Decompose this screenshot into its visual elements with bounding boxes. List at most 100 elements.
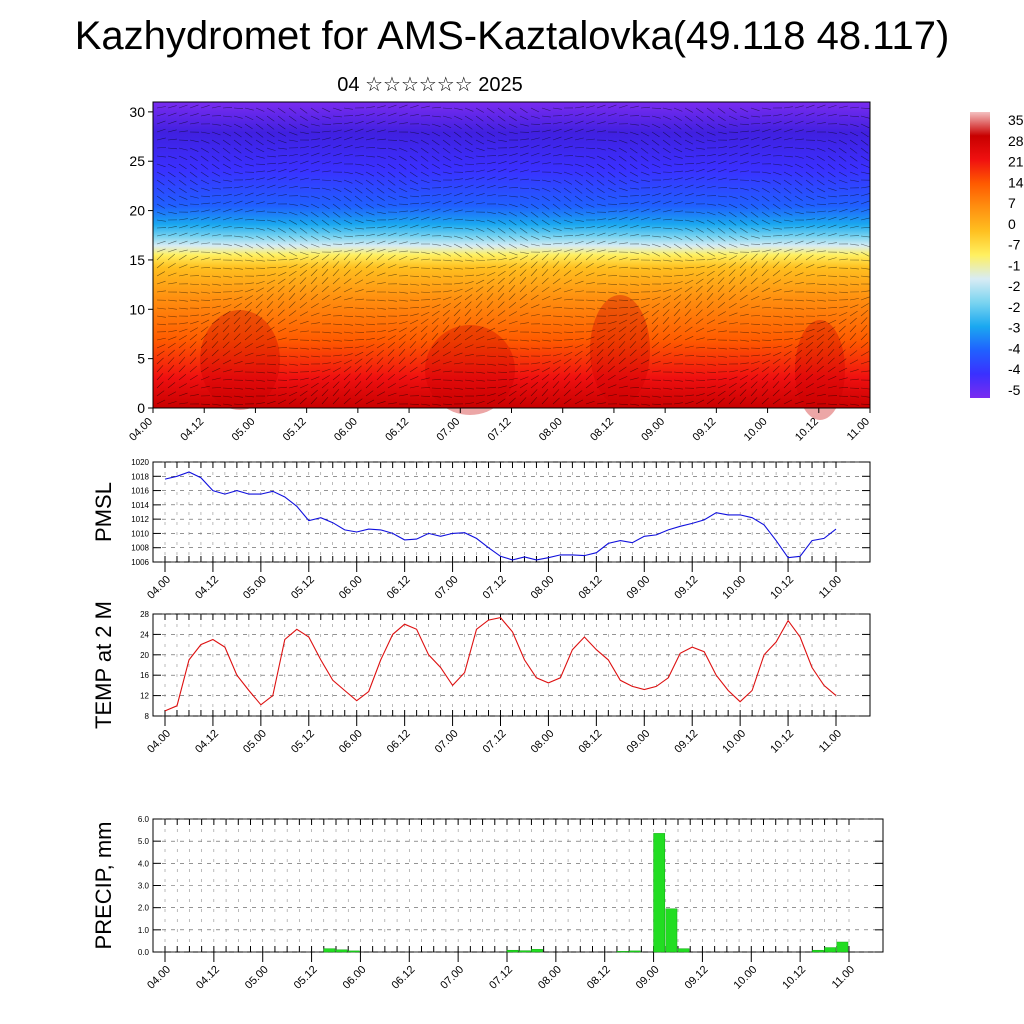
wind-barb (354, 128, 364, 133)
wind-barb (266, 227, 276, 232)
wind-barb (695, 399, 705, 405)
wind-barb (189, 341, 197, 349)
wind-barb (310, 243, 320, 248)
wind-barb (233, 251, 243, 257)
wind-barb (211, 163, 220, 170)
chart-title: Kazhydromet for AMS-Kaztalovka(49.118 48… (74, 14, 950, 58)
wind-barb (486, 251, 495, 258)
wind-barb (794, 299, 804, 302)
wind-barb (288, 139, 298, 142)
wind-barb (398, 283, 408, 286)
wind-barb (530, 123, 540, 126)
wind-barb (585, 373, 593, 381)
wind-barb (541, 367, 551, 373)
wind-barb (728, 389, 736, 397)
wind-barb (376, 357, 384, 365)
wind-barb (563, 163, 573, 166)
wind-barb (233, 163, 243, 168)
wind-barb (200, 114, 210, 117)
wind-barb (475, 273, 485, 277)
heatmap-warm-cell (795, 320, 845, 420)
wind-barb (530, 254, 539, 261)
wind-barb (321, 137, 331, 141)
wind-barb (387, 373, 396, 381)
wind-barb (178, 121, 188, 125)
wind-barb (541, 295, 551, 301)
wind-barb (156, 365, 164, 373)
wind-barb (409, 313, 419, 317)
wind-barb (640, 310, 649, 317)
wind-barb (255, 354, 265, 357)
wind-barb (156, 187, 165, 194)
wind-barb (244, 379, 254, 382)
wind-barb (618, 319, 628, 325)
wind-barb (519, 397, 527, 405)
wind-barb (530, 368, 540, 373)
wind-barb (552, 219, 562, 225)
wind-barb (728, 107, 737, 114)
wind-barb (805, 218, 815, 221)
wind-barb (321, 294, 330, 301)
wind-barb (244, 178, 254, 181)
wind-barb (431, 216, 441, 221)
wind-barb (827, 313, 837, 317)
wind-barb (233, 259, 243, 262)
wind-barb (794, 382, 803, 389)
wind-barb (607, 265, 617, 269)
wind-barb (189, 314, 199, 317)
wind-barb (607, 241, 617, 245)
wind-barb (552, 227, 562, 231)
wind-barb (717, 195, 727, 198)
wind-barb (728, 382, 737, 389)
wind-barb (805, 187, 814, 194)
wind-barb (475, 326, 484, 333)
wind-barb (156, 233, 166, 237)
wind-barb (574, 106, 584, 109)
wind-barb (706, 293, 714, 301)
wind-barb (475, 162, 485, 165)
wind-barb (651, 131, 660, 138)
wind-barb (178, 179, 187, 186)
wind-barb (849, 194, 859, 197)
wind-barb (497, 211, 507, 216)
wind-barb (574, 195, 583, 202)
wind-barb (662, 243, 672, 249)
wind-barb (519, 285, 527, 293)
wind-barb (706, 391, 716, 397)
wind-barb (750, 354, 760, 357)
wind-barb (728, 178, 738, 181)
wind-barb (563, 365, 571, 373)
wind-barb (211, 377, 221, 381)
wind-barb (332, 227, 342, 233)
wind-barb (662, 178, 672, 181)
wind-barb (585, 336, 595, 341)
wind-barb (695, 363, 705, 366)
wind-barb (717, 384, 727, 389)
wind-barb (794, 233, 804, 237)
wind-barb (695, 293, 703, 301)
wind-barb (750, 277, 758, 285)
wind-barb (673, 371, 683, 374)
wind-barb (508, 251, 518, 256)
wind-barb (200, 163, 209, 170)
wind-barb (750, 187, 760, 192)
wind-barb (640, 193, 650, 197)
wind-barb (783, 137, 793, 141)
wind-barb (805, 112, 815, 117)
wind-barb (816, 334, 825, 341)
wind-barb (816, 122, 826, 125)
wind-barb (552, 381, 560, 389)
colorbar-label: -5 (1008, 382, 1021, 398)
wind-barb (618, 131, 628, 134)
wind-barb (464, 294, 473, 301)
wind-barb (332, 115, 342, 118)
wind-barb (354, 270, 363, 277)
wind-barb (211, 201, 221, 205)
wind-barb (717, 377, 727, 381)
wind-barb (431, 243, 441, 246)
wind-barb (585, 253, 593, 261)
wind-barb (530, 313, 540, 317)
wind-barb (541, 261, 549, 269)
wind-barb (541, 305, 551, 309)
wind-barb (475, 169, 485, 173)
